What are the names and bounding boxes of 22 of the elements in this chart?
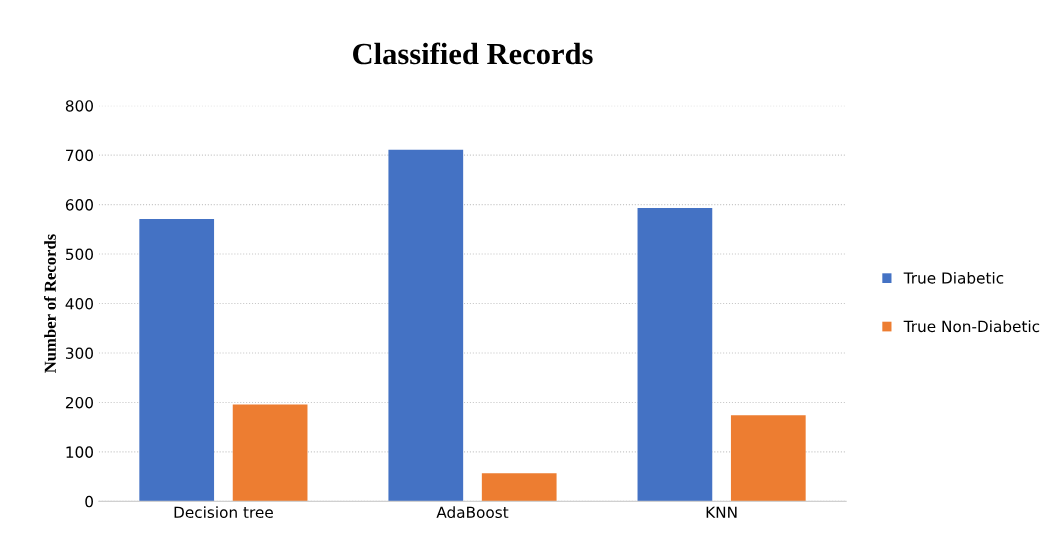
y-tick-label: 400	[65, 297, 93, 310]
y-tick-label: 800	[65, 100, 93, 112]
y-tick-label: 500	[66, 248, 93, 261]
y-tick-label: 700	[66, 149, 93, 162]
legend-label: True Diabetic	[903, 271, 1004, 284]
x-tick-label: KNN	[706, 506, 737, 518]
y-axis-title: Number of Records	[44, 234, 56, 373]
x-tick-label: Decision tree	[174, 506, 273, 519]
chart-title: Classified Records	[353, 42, 593, 65]
y-tick-label: 200	[65, 396, 93, 409]
bar	[232, 404, 308, 502]
bar	[481, 473, 557, 502]
y-tick-label: 600	[65, 199, 93, 211]
y-tick-label: 300	[66, 347, 93, 359]
legend-label: True Non-Diabetic	[903, 320, 1040, 333]
bar	[139, 218, 215, 502]
bar	[388, 149, 464, 502]
bar	[637, 208, 713, 502]
y-tick-label: 0	[85, 495, 93, 508]
x-tick-label: AdaBoost	[436, 506, 509, 519]
bar	[730, 415, 806, 502]
y-tick-label: 100	[66, 446, 93, 458]
